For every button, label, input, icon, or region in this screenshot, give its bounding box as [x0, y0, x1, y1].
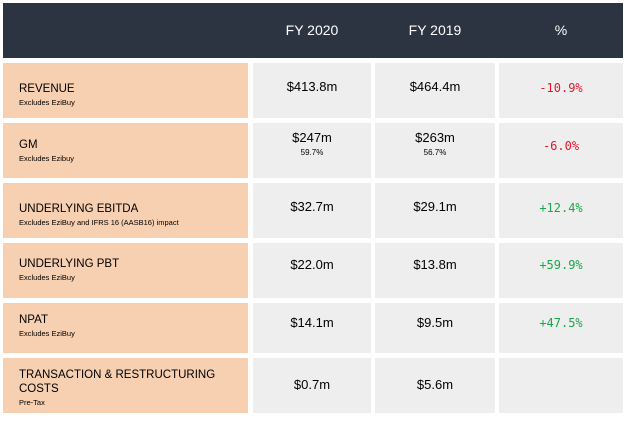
row-label-cell: TRANSACTION & RESTRUCTURING COSTS Pre-Ta… [3, 358, 248, 413]
percent-change: -10.9% [539, 81, 583, 95]
fy2019-cell: $263m 56.7% [375, 123, 495, 178]
fy2020-cell: $247m 59.7% [253, 123, 371, 178]
row-sublabel: Excludes EziBuy [19, 98, 75, 107]
row-label-cell: GM Excludes Ezibuy [3, 123, 248, 178]
fy2019-cell: $9.5m [375, 303, 495, 353]
table-row-npat: NPAT Excludes EziBuy $14.1m $9.5m +47.5% [3, 303, 623, 353]
fy2019-value: $464.4m [409, 79, 461, 94]
fy2019-cell: $29.1m [375, 183, 495, 238]
row-label-cell: NPAT Excludes EziBuy [3, 303, 248, 353]
percent-change: +12.4% [539, 201, 583, 215]
header-fy2020: FY 2020 [285, 22, 339, 38]
fy2020-value: $22.0m [290, 257, 334, 272]
percent-change: -6.0% [542, 139, 580, 153]
fy2019-cell: $13.8m [375, 243, 495, 298]
fy2020-value: $413.8m [286, 79, 338, 94]
row-label-cell: UNDERLYING PBT Excludes EziBuy [3, 243, 248, 298]
table-row-gm: GM Excludes Ezibuy $247m 59.7% $263m 56.… [3, 123, 623, 178]
fy2019-value: $29.1m [413, 199, 457, 214]
fy2020-value: $247m [292, 130, 332, 145]
table-row-revenue: REVENUE Excludes EziBuy $413.8m $464.4m … [3, 63, 623, 118]
fy2020-cell: $0.7m [253, 358, 371, 413]
fy2020-value: $14.1m [290, 315, 334, 330]
percent-change: +47.5% [539, 316, 583, 330]
fy2020-cell: $14.1m [253, 303, 371, 353]
percent-change: +59.9% [539, 258, 583, 272]
row-label: REVENUE [19, 83, 75, 95]
row-sublabel: Pre-Tax [19, 398, 45, 407]
row-sublabel: Excludes EziBuy and IFRS 16 (AASB16) imp… [19, 218, 179, 227]
row-label: NPAT [19, 314, 48, 326]
row-sublabel: Excludes EziBuy [19, 273, 75, 282]
table-row-transaction-restructuring-costs: TRANSACTION & RESTRUCTURING COSTS Pre-Ta… [3, 358, 623, 413]
fy2019-value: $13.8m [413, 257, 457, 272]
percent-cell: -10.9% [499, 63, 623, 118]
fy2020-cell: $413.8m [253, 63, 371, 118]
fy2019-value: $263m [415, 130, 455, 145]
row-label: UNDERLYING EBITDA [19, 203, 139, 215]
fy2020-cell: $32.7m [253, 183, 371, 238]
fy2019-value: $5.6m [416, 377, 454, 392]
percent-cell: +47.5% [499, 303, 623, 353]
fy2019-cell: $464.4m [375, 63, 495, 118]
table-row-underlying-ebitda: UNDERLYING EBITDA Excludes EziBuy and IF… [3, 183, 623, 238]
row-label: GM [19, 139, 38, 151]
fy2020-value: $0.7m [293, 377, 331, 392]
header-percent: % [554, 22, 568, 38]
percent-cell-empty [499, 358, 623, 413]
fy2019-value: $9.5m [416, 315, 454, 330]
row-sublabel: Excludes Ezibuy [19, 154, 75, 163]
fy2020-value: $32.7m [290, 199, 334, 214]
table-header: FY 2020 FY 2019 % [3, 3, 623, 58]
row-label-line1: TRANSACTION & RESTRUCTURING [19, 369, 216, 381]
header-fy2019: FY 2019 [408, 22, 462, 38]
row-sublabel: Excludes EziBuy [19, 329, 75, 338]
percent-cell: +12.4% [499, 183, 623, 238]
row-label: UNDERLYING PBT [19, 258, 120, 270]
row-label-cell: REVENUE Excludes EziBuy [3, 63, 248, 118]
fy2020-cell: $22.0m [253, 243, 371, 298]
percent-cell: -6.0% [499, 123, 623, 178]
row-label-cell: UNDERLYING EBITDA Excludes EziBuy and IF… [3, 183, 248, 238]
table-row-underlying-pbt: UNDERLYING PBT Excludes EziBuy $22.0m $1… [3, 243, 623, 298]
fy2019-subvalue: 56.7% [423, 148, 447, 157]
percent-cell: +59.9% [499, 243, 623, 298]
row-label-line2: COSTS [19, 383, 59, 395]
fy2020-subvalue: 59.7% [300, 148, 324, 157]
fy2019-cell: $5.6m [375, 358, 495, 413]
